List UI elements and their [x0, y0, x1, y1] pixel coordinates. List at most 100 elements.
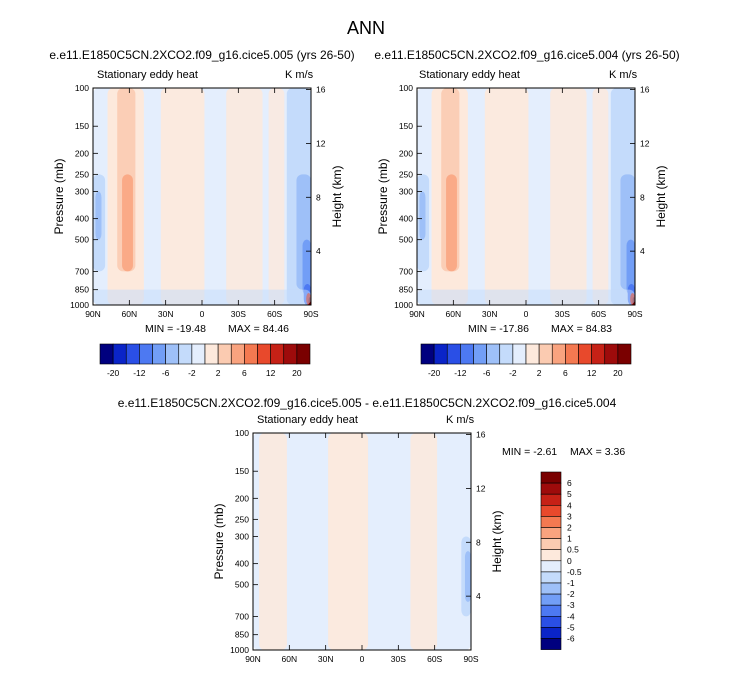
panel1-max-label: MAX = 84.46: [228, 323, 289, 335]
panel1-variable-label: Stationary eddy heat: [97, 69, 198, 81]
panel1-y-tick-label: 250: [75, 169, 89, 179]
panel3-y-tick-label: 100: [235, 428, 249, 438]
panel2-x-tick-label: 60S: [591, 309, 606, 319]
colorbar1-swatch: [283, 343, 298, 365]
colorbar3-label: 1: [567, 534, 572, 544]
panel3-contour-region: [259, 433, 287, 650]
colorbar2-swatch: [473, 343, 487, 365]
colorbar1-swatch: [191, 343, 206, 365]
colorbar1-swatch: [230, 343, 245, 365]
colorbar2-swatch: [604, 343, 619, 365]
panel3-y-tick-label: 850: [235, 630, 249, 640]
panel2-contour-region: [417, 289, 635, 305]
panel3-x-tick-label: 90S: [463, 654, 478, 664]
panel1-y-tick-label: 500: [75, 235, 89, 245]
colorbar2-swatch: [460, 343, 474, 365]
colorbar2-swatch: [591, 343, 606, 365]
panel1-field: [93, 88, 311, 305]
colorbar3-label: 2: [567, 523, 572, 533]
panel1-x-tick-label: 30N: [158, 309, 174, 319]
colorbar2-swatch: [578, 343, 592, 365]
panel2-contour-region: [484, 88, 529, 305]
colorbar1-swatch: [204, 343, 219, 365]
panel1-y-tick-label: 100: [75, 83, 89, 93]
panel1-right-tick-label: 8: [316, 192, 321, 202]
panel3-y-tick-label: 400: [235, 559, 249, 569]
panel2-x-tick-label: 0: [524, 309, 529, 319]
panel3-y-tick-label: 700: [235, 611, 249, 621]
panel2-y-tick-label: 400: [399, 214, 413, 224]
panel2-x-tick-label: 30S: [555, 309, 570, 319]
panel2-x-tick-label: 90N: [409, 309, 425, 319]
panel2-right-tick-label: 16: [640, 85, 650, 95]
colorbar3-label: 5: [567, 489, 572, 499]
panel3-x-tick-label: 60S: [427, 654, 442, 664]
colorbar3-swatch: [540, 504, 562, 517]
colorbar2-swatch: [551, 343, 566, 365]
panel1-y-tick-label: 200: [75, 148, 89, 158]
colorbar3-label: 6: [567, 478, 572, 488]
panel1-x-tick-label: 60N: [122, 309, 138, 319]
panel1-x-tick-label: 90S: [303, 309, 318, 319]
colorbar1-swatch: [296, 343, 311, 365]
panel1-x-tick-label: 60S: [267, 309, 282, 319]
colorbar1-swatch: [244, 343, 258, 365]
panel3-contour-region: [464, 551, 471, 602]
panel1-min-label: MIN = -19.48: [145, 323, 206, 335]
panel2-contour-region: [419, 191, 426, 240]
colorbar1-swatch: [257, 343, 271, 365]
colorbar2-swatch: [499, 343, 514, 365]
panel3-units-label: K m/s: [446, 414, 475, 426]
panel3-x-tick-label: 30S: [391, 654, 406, 664]
panel1-contour-region: [95, 191, 102, 240]
colorbar3-label: -2: [567, 589, 575, 599]
colorbar1-label: -6: [162, 368, 170, 378]
panel3-ylabel-right: Height (km): [490, 510, 504, 572]
panel3-x-tick-label: 30N: [318, 654, 334, 664]
panel2-contour-region: [626, 239, 635, 296]
colorbar3-swatch: [540, 560, 562, 573]
panel2-max-label: MAX = 84.83: [551, 323, 612, 335]
panel2-min-label: MIN = -17.86: [468, 323, 529, 335]
panel1-y-tick-label: 1000: [70, 300, 89, 310]
panel2-y-tick-label: 200: [399, 148, 413, 158]
colorbar2-swatch: [565, 343, 579, 365]
panel2-variable-label: Stationary eddy heat: [419, 69, 520, 81]
panel3-contour-region: [410, 433, 438, 650]
panel2-ylabel: Pressure (mb): [376, 158, 390, 234]
colorbar1-swatch: [270, 343, 285, 365]
colorbar1-swatch: [165, 343, 180, 365]
colorbar2-swatch: [433, 343, 448, 365]
panel2-units-label: K m/s: [609, 69, 638, 81]
panel1-right-tick-label: 12: [316, 138, 326, 148]
panel2-y-tick-label: 250: [399, 169, 413, 179]
colorbar3-label: 0: [567, 556, 572, 566]
panel1-x-tick-label: 90N: [85, 309, 101, 319]
colorbar3-label: 3: [567, 511, 572, 521]
panel3-x-tick-label: 60N: [282, 654, 298, 664]
colorbar3-swatch: [540, 571, 562, 584]
panel2-x-tick-label: 60N: [446, 309, 462, 319]
colorbar1-swatch: [217, 343, 232, 365]
colorbar1-label: -20: [107, 368, 120, 378]
colorbar1-label: 20: [292, 368, 302, 378]
panel3-x-tick-label: 0: [360, 654, 365, 664]
panel1-y-tick-label: 700: [75, 266, 89, 276]
colorbar1-swatch: [112, 343, 127, 365]
panel1-contour-region: [268, 88, 285, 305]
panel1-contour-region: [93, 289, 311, 305]
panel1-contour-region: [160, 88, 205, 305]
panel3-y-tick-label: 500: [235, 580, 249, 590]
panel1-case-title: e.e11.E1850C5CN.2XCO2.f09_g16.cice5.005 …: [49, 48, 355, 62]
panel1-contour-region: [226, 88, 263, 305]
panel1-y-tick-label: 850: [75, 285, 89, 295]
panel2-y-tick-label: 850: [399, 285, 413, 295]
colorbar3-label: 0.5: [567, 545, 579, 555]
colorbar3-swatch: [540, 538, 562, 550]
colorbar3-label: -5: [567, 622, 575, 632]
panel1-right-tick-label: 16: [316, 85, 326, 95]
panel2-contour-region: [446, 174, 457, 272]
panel1-x-tick-label: 0: [200, 309, 205, 319]
panel3-right-tick-label: 8: [476, 537, 481, 547]
